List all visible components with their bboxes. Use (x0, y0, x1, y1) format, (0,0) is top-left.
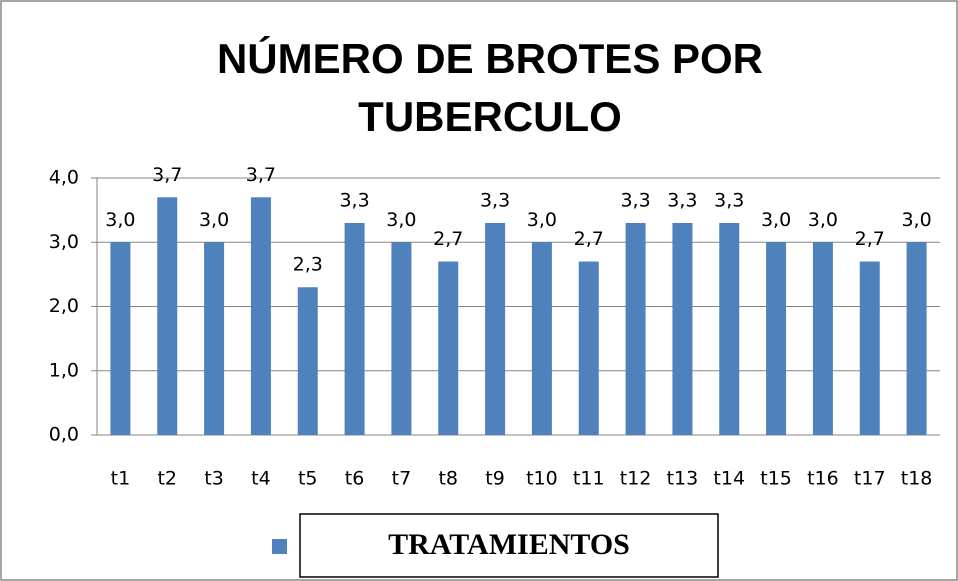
value-label: 3,0 (761, 209, 791, 231)
value-label: 3,0 (105, 209, 135, 231)
bar (438, 261, 459, 435)
value-label: 2,7 (433, 228, 463, 250)
bar (719, 222, 740, 435)
value-label: 2,3 (293, 254, 323, 276)
legend-label: TRATAMIENTOS (388, 528, 630, 561)
bar (672, 222, 693, 435)
x-tick-label: t4 (251, 468, 271, 490)
x-tick-label: t18 (901, 468, 933, 490)
value-label: 2,7 (574, 228, 604, 250)
y-tick-label: 1,0 (49, 359, 79, 381)
legend-box (299, 513, 719, 578)
value-label: 3,0 (199, 209, 229, 231)
bar (250, 197, 271, 435)
bar (344, 222, 365, 435)
value-label: 3,3 (714, 189, 744, 211)
y-tick-label: 3,0 (49, 231, 79, 253)
bar (110, 242, 131, 435)
x-tick-label: t2 (157, 468, 177, 490)
x-tick-label: t11 (573, 468, 605, 490)
bar (297, 287, 318, 435)
bar (485, 222, 506, 435)
value-label: 3,3 (480, 189, 510, 211)
x-tick-label: t8 (438, 468, 458, 490)
y-tick-label: 0,0 (49, 424, 79, 446)
x-tick-label: t12 (620, 468, 652, 490)
y-tick-label: 2,0 (49, 295, 79, 317)
bar (391, 242, 412, 435)
value-label: 3,3 (667, 189, 697, 211)
x-tick-label: t7 (392, 468, 412, 490)
bar (766, 242, 787, 435)
value-label: 3,7 (152, 164, 182, 186)
legend-swatch (272, 539, 287, 554)
bar (531, 242, 552, 435)
x-tick-label: t3 (204, 468, 224, 490)
bar (578, 261, 599, 435)
y-tick-label: 4,0 (49, 167, 79, 189)
x-tick-label: t1 (111, 468, 131, 490)
x-tick-label: t15 (760, 468, 792, 490)
value-label: 3,0 (808, 209, 838, 231)
value-label: 3,0 (527, 209, 557, 231)
value-label: 3,3 (620, 189, 650, 211)
x-tick-label: t14 (713, 468, 745, 490)
value-label: 2,7 (855, 228, 885, 250)
value-label: 3,7 (246, 164, 276, 186)
value-label: 3,3 (339, 189, 369, 211)
x-tick-label: t16 (807, 468, 839, 490)
bar (859, 261, 880, 435)
value-label: 3,0 (386, 209, 416, 231)
x-tick-label: t9 (485, 468, 505, 490)
bar (906, 242, 927, 435)
x-tick-label: t10 (526, 468, 558, 490)
chart-title: NÚMERO DE BROTES POR TUBERCULO (217, 34, 763, 140)
bar (204, 242, 225, 435)
bar (625, 222, 646, 435)
value-label: 3,0 (901, 209, 931, 231)
x-tick-label: t13 (667, 468, 699, 490)
bar (157, 197, 178, 435)
x-tick-label: t6 (345, 468, 365, 490)
bar (812, 242, 833, 435)
x-tick-label: t17 (854, 468, 886, 490)
x-tick-label: t5 (298, 468, 318, 490)
